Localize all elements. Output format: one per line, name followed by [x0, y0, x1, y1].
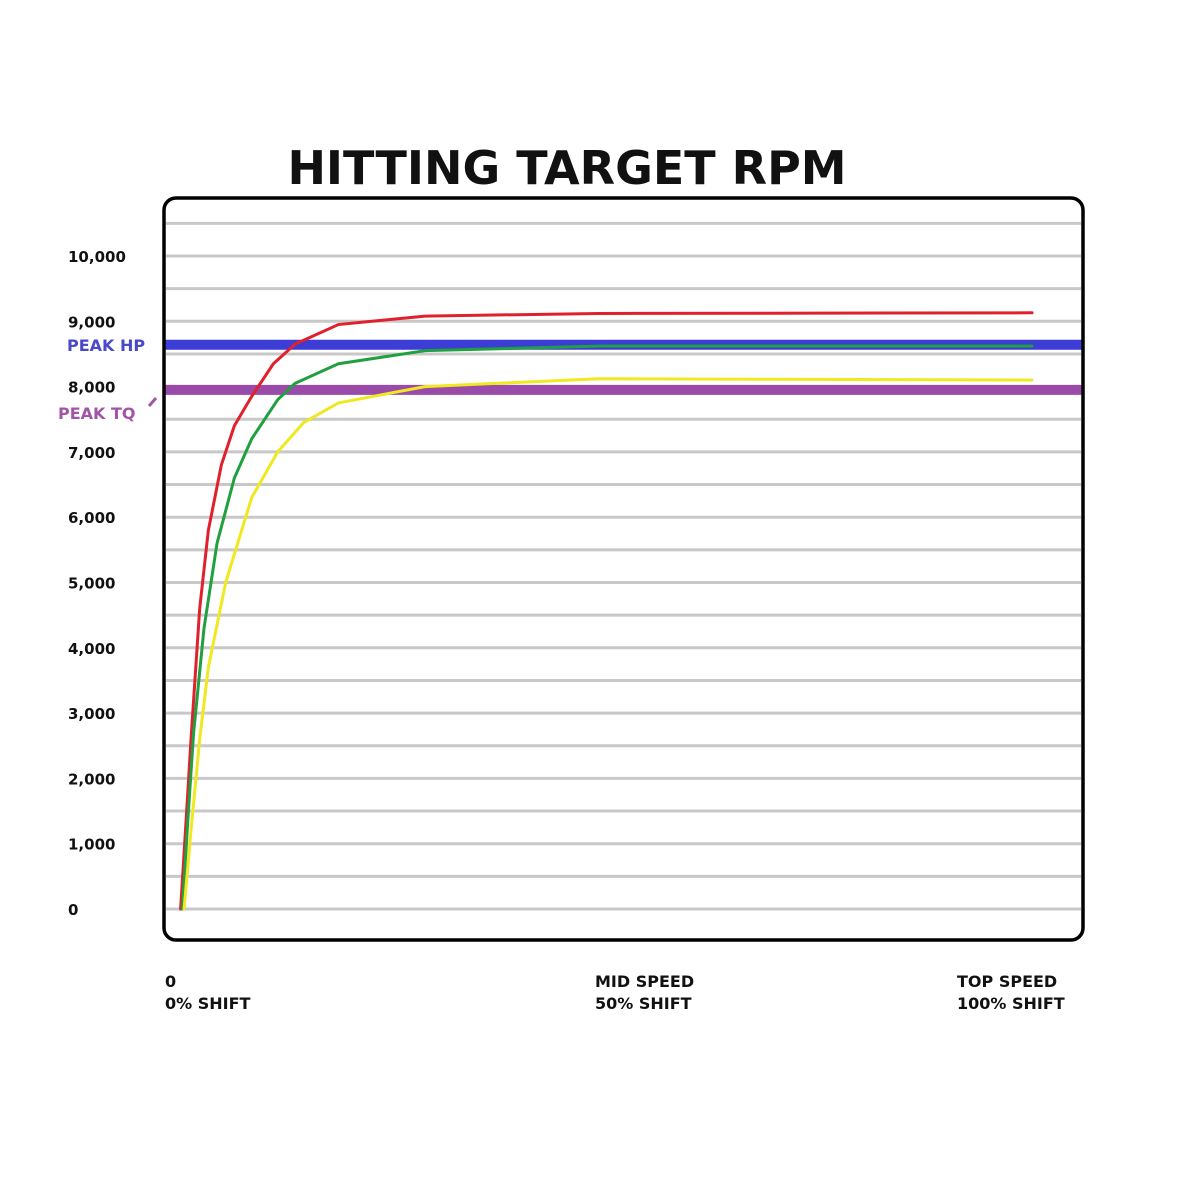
y-tick-label: 7,000 — [68, 444, 115, 462]
y-tick-label: 6,000 — [68, 509, 115, 527]
x-tick-label: TOP SPEED — [957, 972, 1057, 991]
reference-label: PEAK TQ — [58, 404, 136, 423]
y-tick-label: 3,000 — [68, 705, 115, 723]
x-tick-sublabel: 100% SHIFT — [957, 994, 1065, 1013]
reference-pointer — [147, 397, 158, 407]
x-tick-label: MID SPEED — [595, 972, 694, 991]
plot-frame — [162, 196, 1085, 942]
y-tick-label: 2,000 — [68, 770, 115, 788]
x-tick-sublabel: 0% SHIFT — [165, 994, 251, 1013]
x-tick-label: 0 — [165, 972, 176, 991]
y-tick-label: 9,000 — [68, 313, 115, 331]
y-tick-label: 10,000 — [68, 248, 126, 266]
chart-title: HITTING TARGET RPM — [287, 141, 846, 195]
y-tick-label: 0 — [68, 901, 78, 919]
y-axis-ticks: 0 1,000 2,000 3,000 4,000 5,000 6,000 7,000 8,00… — [68, 248, 126, 919]
y-tick-label: 4,000 — [68, 640, 115, 658]
series-line-2 — [182, 377, 1034, 911]
y-tick-label: 1,000 — [68, 836, 115, 854]
y-tick-label: 8,000 — [68, 379, 115, 397]
x-tick-sublabel: 50% SHIFT — [595, 994, 692, 1013]
series-line-1 — [180, 344, 1034, 911]
reference-label: PEAK HP — [67, 336, 145, 355]
y-tick-label: 5,000 — [68, 575, 115, 593]
grid — [166, 221, 1081, 911]
x-axis-ticks: 0 0% SHIFT MID SPEED 50% SHIFT TOP SPEED 100%… — [165, 972, 1065, 1013]
series-line-0 — [179, 311, 1034, 911]
series-group — [179, 311, 1034, 911]
